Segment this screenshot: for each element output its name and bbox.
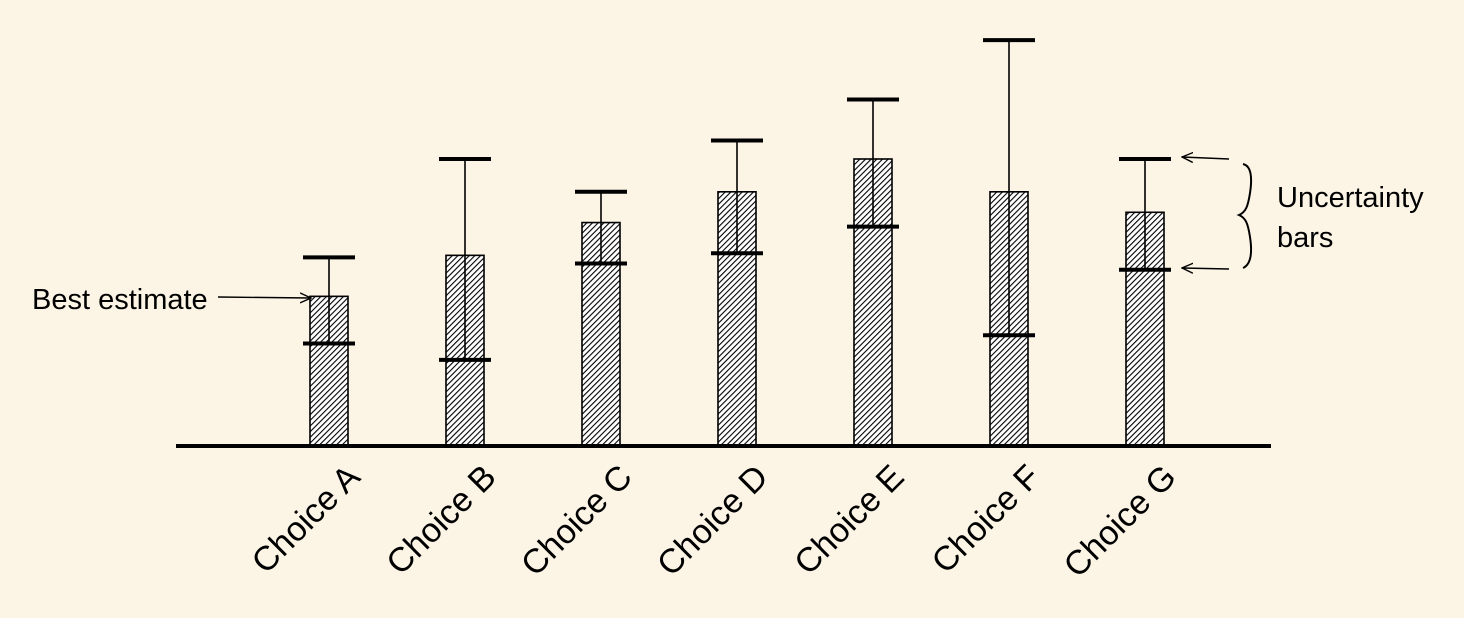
x-tick-label-4: Choice D	[650, 458, 776, 584]
error-bars-layer	[303, 38, 1171, 362]
uncertainty-label-line1: Uncertainty	[1277, 182, 1424, 214]
uncertainty-label-line2: bars	[1277, 222, 1333, 254]
x-tick-label-1: Choice A	[245, 458, 368, 581]
uncertainty-arrow-top	[1182, 157, 1230, 159]
x-tick-label-5: Choice E	[787, 458, 911, 582]
uncertainty-arrow-bottom	[1182, 268, 1230, 269]
bar-4	[717, 191, 757, 447]
best-estimate-arrow	[217, 297, 311, 298]
x-tick-label-2: Choice B	[379, 458, 503, 582]
x-tick-label-3: Choice C	[514, 458, 640, 584]
x-tick-label-6: Choice F	[925, 458, 1048, 581]
category-labels-layer: Choice A Choice B Choice C Choice D Choice E…	[245, 458, 1184, 585]
x-tick-label-7: Choice G	[1057, 458, 1184, 585]
uncertainty-brace	[1236, 163, 1253, 269]
best-estimate-label: Best estimate	[32, 284, 208, 316]
